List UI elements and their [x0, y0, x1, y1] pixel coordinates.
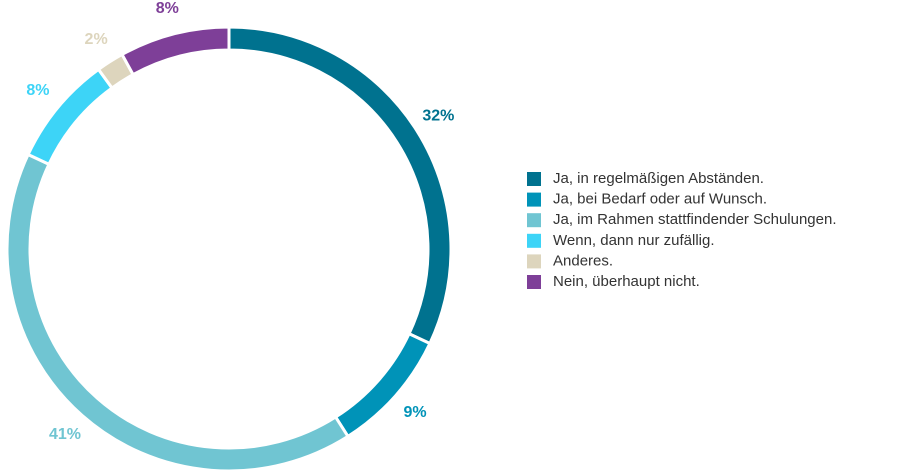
donut-segment [5, 152, 351, 470]
data-label: 2% [85, 31, 108, 48]
legend-swatch [527, 254, 541, 269]
data-label: 9% [403, 404, 426, 421]
legend-swatch [527, 192, 541, 207]
legend-label: Ja, in regelmäßigen Abständen. [553, 170, 764, 187]
data-label: 8% [156, 0, 179, 17]
donut-segment [120, 25, 231, 77]
legend-swatch [527, 233, 541, 248]
legend-label: Nein, überhaupt nicht. [553, 273, 700, 290]
donut-segment [227, 25, 453, 346]
legend-swatch [527, 172, 541, 186]
legend-label: Ja, bei Bedarf oder auf Wunsch. [553, 191, 767, 208]
legend-label: Wenn, dann nur zufällig. [553, 232, 715, 249]
legend-label: Anderes. [553, 252, 613, 269]
data-label: 32% [422, 107, 454, 124]
legend-swatch [527, 275, 541, 289]
legend-label: Ja, im Rahmen stattfindender Schulungen. [553, 211, 837, 228]
data-label: 41% [49, 426, 81, 443]
legend-swatch [527, 213, 541, 228]
data-label: 8% [26, 82, 49, 99]
